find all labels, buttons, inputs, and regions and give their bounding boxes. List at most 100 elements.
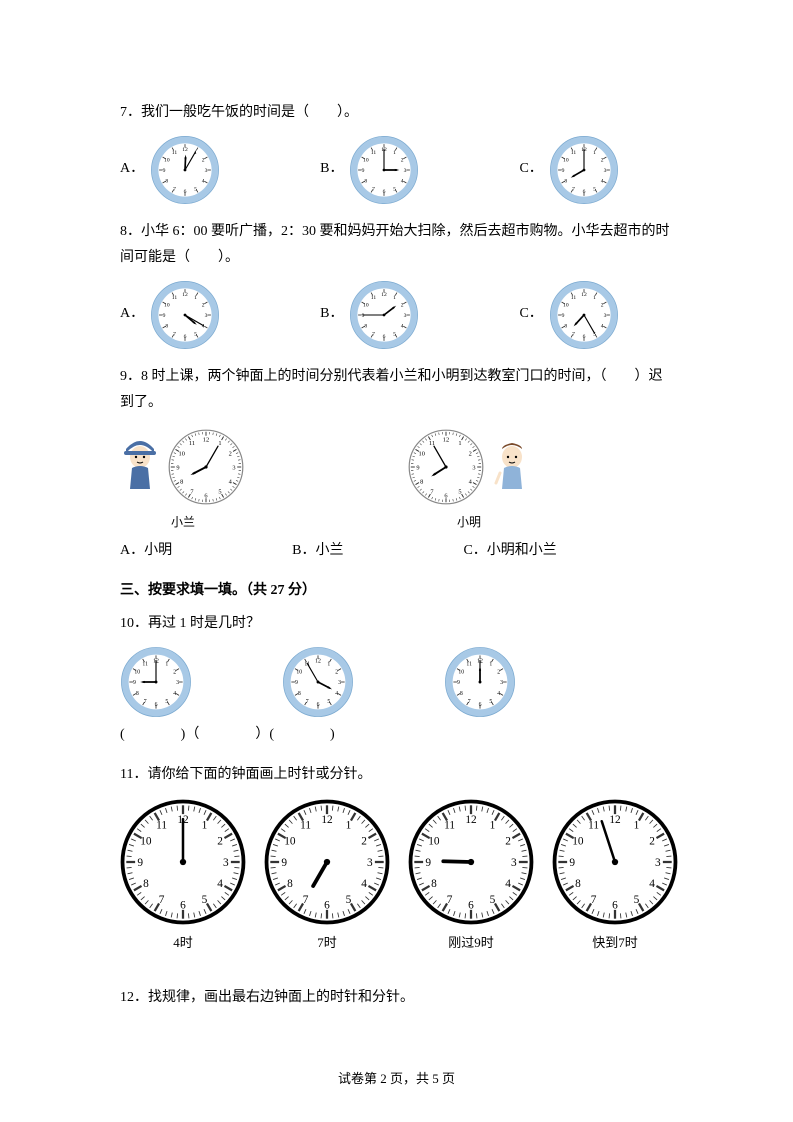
svg-text:6: 6 <box>184 334 187 340</box>
q7-opt-c: C． 123456789101112 <box>519 135 618 205</box>
svg-text:4: 4 <box>497 691 500 697</box>
svg-text:12: 12 <box>465 814 477 826</box>
clock-icon: 123456789101112 <box>549 135 619 205</box>
clock-icon: 123456789101112 <box>349 280 419 350</box>
girl-icon <box>120 439 160 494</box>
svg-text:8: 8 <box>420 478 423 485</box>
svg-text:9: 9 <box>569 857 575 869</box>
svg-text:3: 3 <box>232 464 235 471</box>
svg-text:10: 10 <box>572 835 584 847</box>
svg-text:9: 9 <box>163 168 166 174</box>
svg-text:7: 7 <box>468 698 471 704</box>
svg-text:12: 12 <box>203 436 209 443</box>
q8-options: A． 123456789101112 B． 123456789101112 C．… <box>120 280 673 350</box>
svg-text:9: 9 <box>295 680 298 686</box>
q9-opt-c: C．小明和小兰 <box>463 538 556 565</box>
svg-text:6: 6 <box>317 701 320 707</box>
svg-text:3: 3 <box>367 857 373 869</box>
q11-item-a: 123456789101112 4时 <box>120 799 246 956</box>
svg-text:11: 11 <box>172 150 178 156</box>
question-7-text: 7．我们一般吃午饭的时间是（ ）。 <box>120 100 673 127</box>
svg-text:9: 9 <box>457 680 460 686</box>
svg-text:10: 10 <box>134 669 140 675</box>
clock-icon: 123456789101112 <box>408 799 534 925</box>
svg-text:7: 7 <box>373 331 376 337</box>
svg-text:8: 8 <box>564 323 567 329</box>
svg-text:8: 8 <box>180 478 183 485</box>
svg-text:12: 12 <box>443 436 449 443</box>
q7-opt-b-label: B． <box>320 156 343 183</box>
clock-icon: 123456789101112 <box>166 427 246 507</box>
svg-text:2: 2 <box>401 302 404 308</box>
svg-text:3: 3 <box>176 680 179 686</box>
q7-options: A． 123456789101112 B． 123456789101112 C．… <box>120 135 673 205</box>
svg-text:3: 3 <box>404 168 407 174</box>
svg-text:8: 8 <box>564 178 567 184</box>
svg-text:9: 9 <box>137 857 143 869</box>
svg-text:11: 11 <box>371 150 377 156</box>
svg-text:11: 11 <box>156 819 167 831</box>
svg-text:12: 12 <box>609 814 621 826</box>
svg-text:12: 12 <box>321 814 333 826</box>
question-10-text: 10．再过 1 时是几时？ <box>120 611 673 638</box>
svg-text:10: 10 <box>284 835 296 847</box>
svg-text:1: 1 <box>202 819 208 831</box>
svg-text:5: 5 <box>218 489 221 496</box>
svg-text:8: 8 <box>365 178 368 184</box>
svg-text:2: 2 <box>202 302 205 308</box>
svg-text:8: 8 <box>287 878 293 890</box>
svg-text:6: 6 <box>479 701 482 707</box>
svg-text:9: 9 <box>362 313 365 319</box>
clock-icon: 123456789101112 <box>264 799 390 925</box>
question-11: 11．请你给下面的钟面画上时针或分针。 123456789101112 4时 1… <box>120 762 673 955</box>
clock-icon: 123456789101112 <box>120 799 246 925</box>
svg-text:3: 3 <box>205 168 208 174</box>
svg-text:6: 6 <box>612 899 618 911</box>
svg-text:1: 1 <box>394 295 397 301</box>
page-footer: 试卷第 2 页，共 5 页 <box>0 1067 793 1092</box>
q7-opt-a-label: A． <box>120 156 144 183</box>
svg-text:2: 2 <box>173 669 176 675</box>
svg-text:8: 8 <box>575 878 581 890</box>
svg-text:2: 2 <box>601 157 604 163</box>
question-9-text: 9．8 时上课，两个钟面上的时间分别代表着小兰和小明到达教室门口的时间，（ ）迟… <box>120 364 673 417</box>
svg-text:5: 5 <box>593 186 596 192</box>
svg-text:1: 1 <box>593 150 596 156</box>
svg-text:4: 4 <box>601 178 604 184</box>
svg-text:4: 4 <box>401 178 404 184</box>
q7-opt-c-label: C． <box>519 156 542 183</box>
svg-text:10: 10 <box>363 302 369 308</box>
q11-item-c: 123456789101112 刚过9时 <box>408 799 534 956</box>
svg-text:4: 4 <box>335 691 338 697</box>
svg-text:1: 1 <box>218 440 221 447</box>
svg-text:7: 7 <box>144 698 147 704</box>
svg-text:9: 9 <box>561 168 564 174</box>
q8-opt-b-label: B． <box>320 301 343 328</box>
svg-text:4: 4 <box>217 878 223 890</box>
svg-text:3: 3 <box>338 680 341 686</box>
question-10: 10．再过 1 时是几时？ 123456789101112 1234567891… <box>120 611 673 748</box>
svg-text:7: 7 <box>173 186 176 192</box>
svg-text:12: 12 <box>182 292 188 298</box>
svg-text:4: 4 <box>173 691 176 697</box>
svg-text:4: 4 <box>202 178 205 184</box>
svg-text:7: 7 <box>159 894 165 906</box>
svg-text:3: 3 <box>500 680 503 686</box>
q11-label-d: 快到7时 <box>592 931 638 956</box>
svg-text:5: 5 <box>327 698 330 704</box>
q7-opt-b: B． 123456789101112 <box>320 135 419 205</box>
svg-text:5: 5 <box>202 894 208 906</box>
svg-text:5: 5 <box>634 894 640 906</box>
question-7: 7．我们一般吃午饭的时间是（ ）。 A． 123456789101112 B． … <box>120 100 673 205</box>
svg-text:8: 8 <box>431 878 437 890</box>
svg-text:6: 6 <box>324 899 330 911</box>
clock-icon: 123456789101112 <box>406 427 486 507</box>
svg-text:1: 1 <box>489 661 492 667</box>
svg-text:6: 6 <box>204 492 207 499</box>
q11-label-c: 刚过9时 <box>448 931 494 956</box>
svg-text:10: 10 <box>419 450 425 457</box>
q9-opt-b: B．小兰 <box>292 538 343 565</box>
svg-text:9: 9 <box>133 680 136 686</box>
question-11-text: 11．请你给下面的钟面画上时针或分针。 <box>120 762 673 789</box>
clock-icon: 123456789101112 <box>444 646 516 718</box>
